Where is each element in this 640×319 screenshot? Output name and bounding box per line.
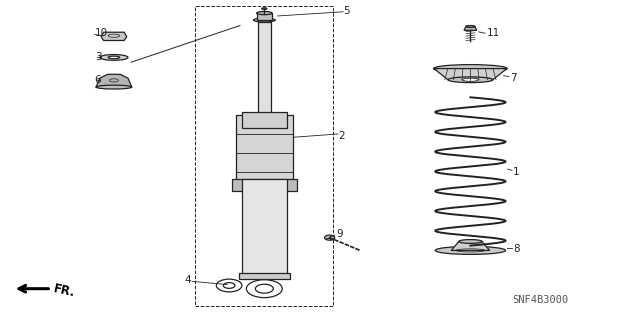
- Ellipse shape: [257, 11, 272, 15]
- Bar: [257, 13, 272, 20]
- Polygon shape: [434, 69, 507, 80]
- Circle shape: [246, 280, 282, 298]
- Text: 4: 4: [184, 275, 191, 285]
- Ellipse shape: [434, 64, 507, 73]
- Ellipse shape: [466, 26, 475, 27]
- Circle shape: [223, 283, 235, 288]
- Bar: [242, 112, 287, 128]
- Text: FR.: FR.: [52, 283, 77, 300]
- Polygon shape: [464, 26, 477, 30]
- Text: 2: 2: [338, 130, 344, 141]
- Text: 10: 10: [95, 28, 108, 38]
- Bar: [232, 179, 297, 191]
- Ellipse shape: [96, 85, 132, 89]
- Ellipse shape: [108, 56, 120, 59]
- Text: 9: 9: [336, 228, 342, 239]
- Bar: [242, 179, 287, 274]
- Bar: [258, 22, 271, 128]
- Ellipse shape: [253, 18, 275, 22]
- Ellipse shape: [448, 77, 493, 83]
- Text: 3: 3: [95, 52, 101, 62]
- Ellipse shape: [324, 235, 335, 240]
- Bar: [239, 273, 290, 279]
- Circle shape: [216, 279, 242, 292]
- Ellipse shape: [262, 8, 267, 10]
- Text: 11: 11: [486, 28, 500, 38]
- Ellipse shape: [462, 78, 479, 81]
- Polygon shape: [451, 241, 490, 250]
- Polygon shape: [101, 32, 127, 41]
- Text: 6: 6: [95, 75, 101, 85]
- Circle shape: [255, 284, 273, 293]
- Ellipse shape: [435, 247, 506, 255]
- Text: 8: 8: [513, 244, 520, 255]
- Text: SNF4B3000: SNF4B3000: [513, 295, 569, 306]
- Ellipse shape: [459, 240, 482, 243]
- Bar: [236, 115, 293, 185]
- Bar: [195, 6, 333, 306]
- Text: 7: 7: [510, 73, 516, 83]
- Text: 5: 5: [344, 6, 350, 16]
- Polygon shape: [96, 74, 132, 87]
- Text: 1: 1: [513, 167, 520, 177]
- Ellipse shape: [100, 55, 128, 60]
